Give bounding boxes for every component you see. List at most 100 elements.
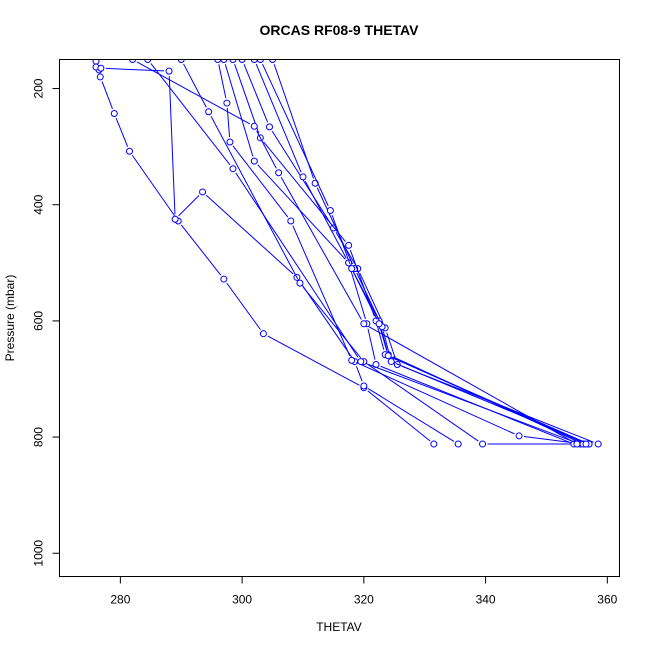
data-point [387,358,395,366]
data-point [594,440,602,448]
data-point [287,217,295,225]
series-segment [316,187,354,265]
series-segment [218,64,227,99]
series-8 [250,59,587,448]
y-tick-label: 400 [32,194,46,214]
data-point [348,265,356,273]
series-segment [180,224,222,276]
series-5 [220,59,578,448]
series-segment [136,61,251,125]
series-segment [267,335,360,386]
data-point [126,147,133,155]
data-point [266,123,273,131]
data-point [360,382,368,390]
series-segment [168,76,176,215]
series-segment [302,286,362,359]
series-segment [356,366,363,382]
data-point [177,59,185,63]
y-tick-label: 800 [32,427,46,447]
plot-area [92,59,602,448]
data-point [299,173,307,181]
series-4 [214,59,587,448]
series-6 [238,59,602,448]
series-11 [256,59,590,448]
data-point [250,122,258,130]
series-segment [183,63,207,108]
data-point [326,207,334,215]
x-axis: 280 300 320 340 360 [110,576,618,607]
x-tick-label: 360 [597,593,617,607]
chart-title: ORCAS RF08-9 THETAV [260,22,420,38]
data-point [479,440,487,448]
series-segment [257,164,346,260]
x-tick-label: 320 [354,593,374,607]
data-point [573,440,581,448]
x-tick-label: 280 [110,593,130,607]
series-segment [379,328,388,352]
series-segment [205,194,294,275]
data-point [144,59,152,63]
data-point [454,440,462,448]
series-segment [367,388,455,442]
data-point [256,59,264,63]
data-point [360,320,368,328]
series-layer [92,59,602,448]
series-segment [356,272,381,323]
series-9 [269,59,593,448]
data-point [110,110,118,118]
data-point [129,59,137,63]
series-segment [226,282,261,330]
data-point [229,59,237,63]
data-point [238,59,246,63]
series-segment [210,115,299,279]
data-point [348,356,356,364]
x-tick-label: 340 [476,593,496,607]
x-tick-label: 300 [232,593,252,607]
data-point [250,157,258,165]
series-segment [367,328,376,360]
data-point [259,330,267,338]
y-tick-label: 600 [32,311,46,331]
data-point [275,169,283,177]
data-point [199,188,207,196]
data-point [226,138,234,146]
data-point [171,215,179,223]
series-segment [367,325,573,443]
series-segment [376,325,385,350]
series-segment [262,63,329,207]
series-segment [292,225,351,357]
data-point [205,108,213,116]
series-segment [331,215,351,265]
data-point [229,165,237,173]
series-segment [359,272,384,324]
series-segment [115,117,129,147]
data-point [96,73,104,81]
y-axis-label: Pressure (mbar) [3,275,17,362]
series-segment [349,267,366,320]
data-point [375,320,383,328]
series-segment [280,176,362,320]
series-3 [177,59,590,448]
series-segment [243,63,269,123]
data-point [220,275,228,283]
data-point [515,432,523,440]
plot-frame [59,59,620,577]
series-segment [365,362,576,443]
data-point [345,241,353,249]
series-segment [367,390,431,442]
series-segment [356,362,515,435]
series-10 [229,59,593,448]
y-tick-label: 200 [32,78,46,98]
data-point [357,358,365,366]
series-segment [263,141,346,242]
y-axis: 200 400 600 800 1000 [32,78,60,567]
series-segment [232,145,289,218]
series-2 [92,63,462,448]
data-point [250,59,258,63]
data-point [220,59,228,63]
series-7 [144,59,584,448]
x-axis-label: THETAV [316,620,362,634]
data-point [430,440,438,448]
series-segment [367,364,479,442]
